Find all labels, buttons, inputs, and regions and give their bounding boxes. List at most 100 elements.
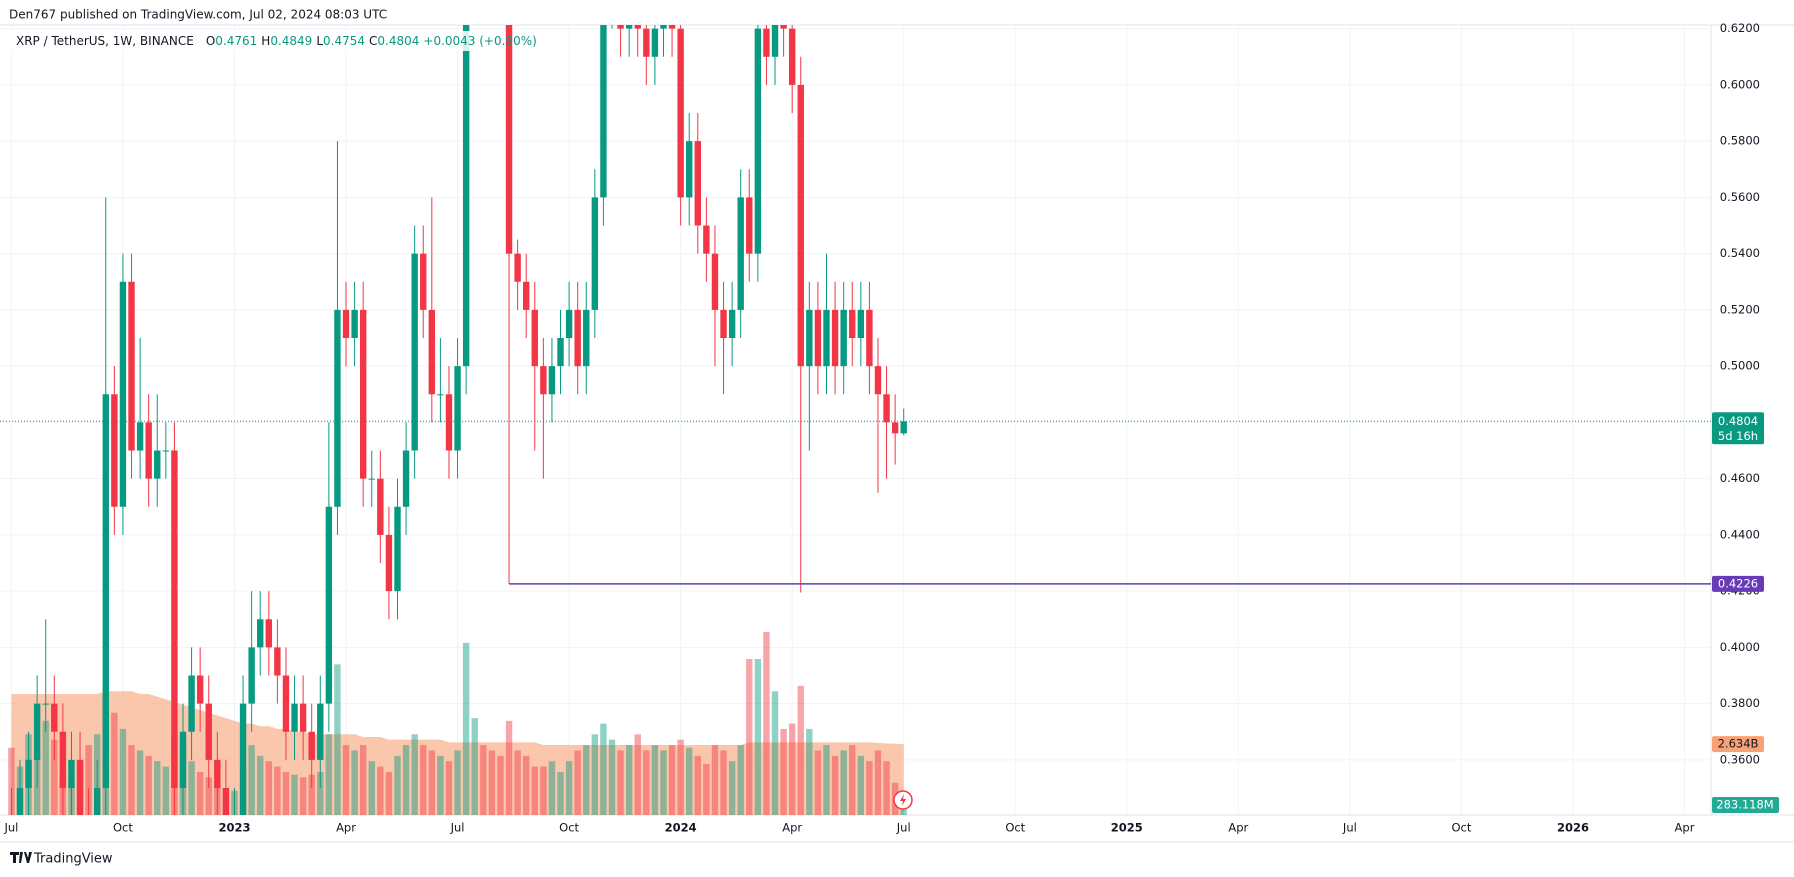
volume-bar — [728, 761, 736, 815]
candle-body — [711, 253, 719, 310]
volume-bar — [385, 771, 393, 815]
volume-bar — [737, 745, 744, 815]
candle-body — [179, 731, 187, 789]
volume-bar — [686, 747, 693, 815]
candle-body — [274, 647, 281, 676]
volume-bar — [334, 664, 341, 815]
candle-body — [523, 281, 530, 310]
candle-body — [660, 25, 667, 29]
x-tick-label: 2025 — [1111, 821, 1143, 835]
candle-body — [214, 759, 221, 789]
volume-bar — [291, 774, 298, 815]
volume-bar — [342, 745, 350, 815]
candle-body — [728, 309, 736, 339]
y-tick-label: 0.5400 — [1720, 246, 1760, 260]
volume-bar — [325, 734, 333, 815]
candle-body — [325, 506, 333, 704]
volume-bar — [488, 750, 496, 815]
legend-bg — [10, 31, 480, 51]
candle-body — [462, 25, 470, 367]
legend-l: L — [316, 34, 323, 48]
volume-bar — [111, 712, 118, 815]
x-tick-label: Oct — [559, 821, 579, 835]
candle-body — [265, 619, 272, 648]
candle-body — [866, 309, 873, 367]
candle-body — [840, 309, 847, 367]
candle-body — [557, 338, 564, 367]
volume-bar — [85, 745, 92, 815]
volume-bar — [763, 632, 770, 815]
y-tick-label: 0.3800 — [1720, 696, 1760, 710]
volume-bar — [462, 642, 470, 815]
legend-c: C — [369, 34, 377, 48]
volume-bar — [308, 774, 315, 815]
y-tick-label: 0.5200 — [1720, 302, 1760, 316]
flash-glyph — [900, 794, 906, 806]
volume-bar — [265, 761, 272, 815]
candle-body — [94, 788, 101, 815]
x-tick-label: Oct — [113, 821, 133, 835]
candle-body — [720, 309, 727, 339]
volume-bar — [368, 761, 375, 815]
price-tag-label: 0.4804 — [1718, 414, 1758, 428]
level-tag-label: 0.4226 — [1718, 576, 1758, 590]
volume-bar — [643, 750, 650, 815]
candle-body — [831, 309, 839, 367]
volume-bar — [840, 750, 847, 815]
candle-body — [119, 281, 127, 507]
volume-bar — [814, 750, 822, 815]
candle-body — [454, 366, 461, 451]
candle-body — [505, 25, 513, 254]
candle-body — [51, 703, 58, 732]
candle-body — [771, 25, 779, 57]
volume-bar — [351, 750, 358, 815]
candle-body — [394, 506, 401, 592]
candle-body — [136, 422, 144, 451]
candle-body — [334, 309, 341, 507]
volume-bar — [617, 750, 624, 815]
candle-body — [171, 450, 178, 789]
candle-body — [411, 253, 418, 451]
volume-bar — [780, 728, 787, 815]
candle-body — [703, 225, 710, 254]
candle-body — [531, 309, 538, 367]
volume-bar — [394, 755, 401, 815]
volume-bar — [119, 728, 127, 815]
candle-body — [737, 197, 744, 310]
volume-bar — [411, 734, 418, 815]
candle-body — [317, 703, 324, 760]
candle-body — [42, 703, 49, 705]
volume-bar — [445, 761, 453, 815]
volume-bar — [660, 750, 667, 815]
legend-close: 0.4804 — [377, 34, 419, 48]
volume-bar — [497, 755, 504, 815]
volume-bar — [188, 761, 195, 815]
x-tick-label: Jul — [450, 821, 465, 835]
volume-bar — [591, 734, 599, 815]
y-tick-label: 0.4600 — [1720, 471, 1760, 485]
candle-body — [754, 28, 762, 254]
volume-bar — [625, 745, 633, 815]
candle-body — [600, 25, 607, 198]
x-tick-label: Jul — [1342, 821, 1357, 835]
volume-bar — [317, 771, 324, 815]
volume-bar — [402, 745, 410, 815]
candle-body — [16, 788, 24, 815]
volume-tag-label: 283.118M — [1716, 798, 1773, 812]
candle-body — [797, 84, 804, 367]
candle-body — [883, 394, 890, 423]
volume-bar — [557, 771, 564, 815]
volume-bar — [514, 750, 521, 815]
candles — [10, 25, 907, 815]
volume-bar — [711, 745, 719, 815]
volume-bar — [523, 755, 530, 815]
legend-low: 0.4754 — [323, 34, 365, 48]
volume-bar — [857, 755, 865, 815]
symbol-title: XRP / TetherUS, 1W, BINANCE — [16, 34, 194, 48]
candle-body — [188, 675, 195, 732]
candle-body — [154, 450, 161, 479]
brand-logo — [10, 852, 32, 863]
candle-body — [59, 731, 67, 789]
